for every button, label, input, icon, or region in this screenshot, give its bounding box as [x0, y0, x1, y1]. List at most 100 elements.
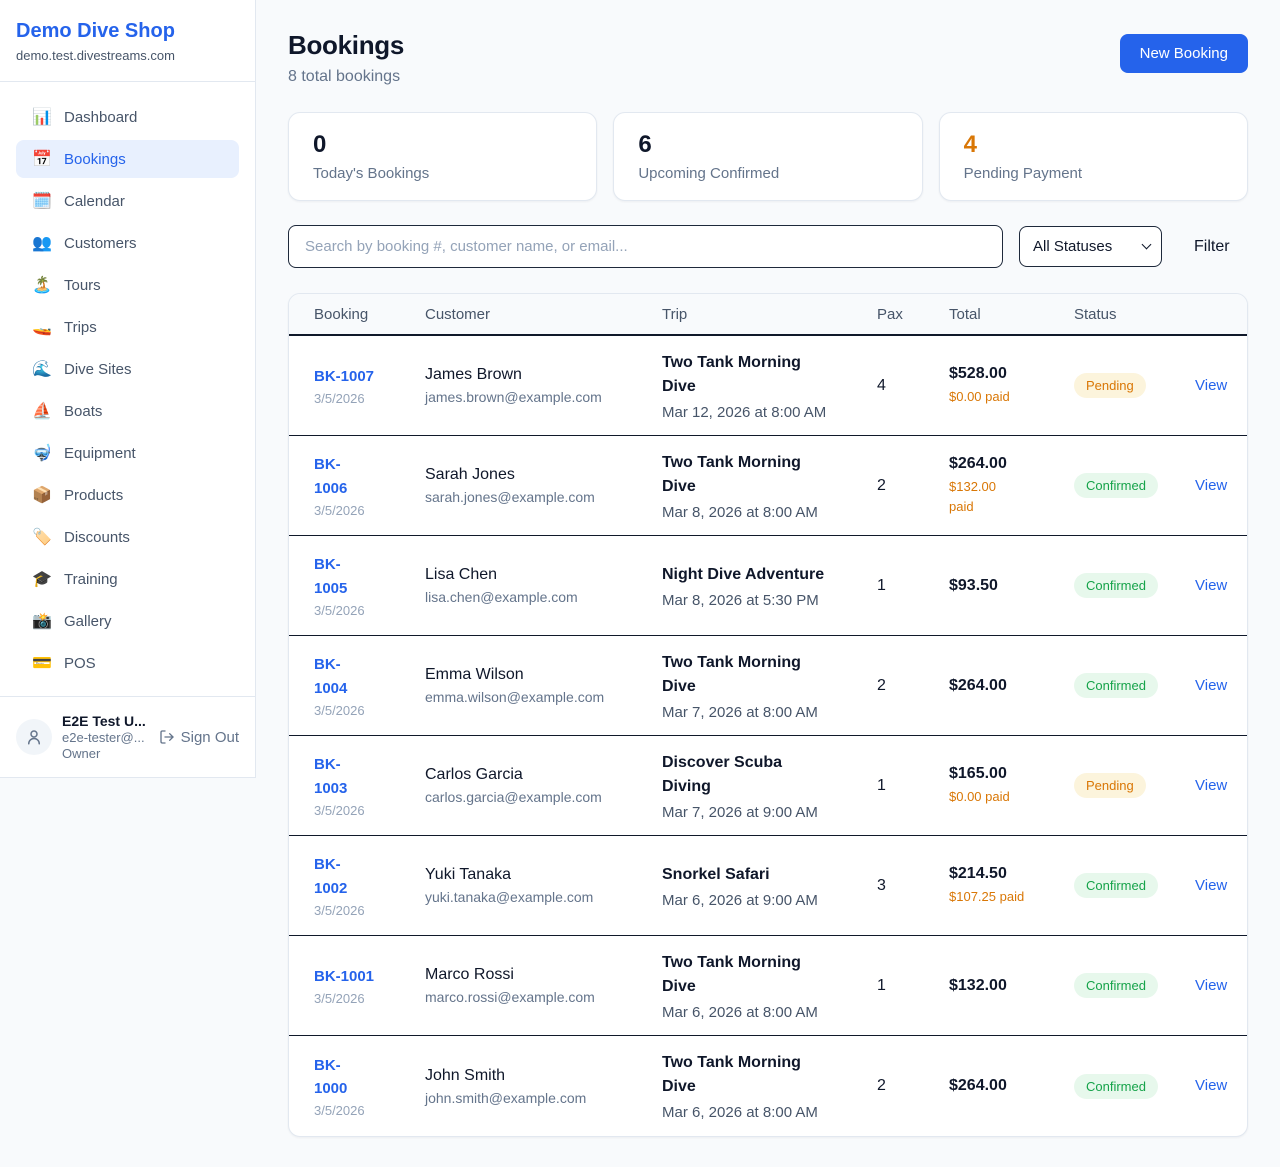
view-link[interactable]: View	[1195, 676, 1228, 694]
sidebar-item-discounts[interactable]: 🏷️ Discounts	[16, 518, 239, 556]
customer-email: carlos.garcia@example.com	[425, 789, 602, 805]
total-cell: $264.00	[949, 1077, 1074, 1095]
booking-cell: BK-1001 3/5/2026	[314, 965, 425, 1006]
customer-email: sarah.jones@example.com	[425, 489, 595, 505]
column-header-customer: Customer	[425, 305, 491, 323]
trip-datetime: Mar 6, 2026 at 8:00 AM	[662, 1003, 818, 1021]
sign-out-button[interactable]: Sign Out	[159, 729, 239, 746]
trip-cell: Two Tank Morning Dive Mar 6, 2026 at 8:0…	[662, 1051, 877, 1121]
pax-cell: 4	[877, 376, 886, 394]
view-link[interactable]: View	[1195, 476, 1228, 494]
table-row: BK- 1003 3/5/2026 Carlos Garcia carlos.ga…	[289, 736, 1247, 836]
new-booking-button[interactable]: New Booking	[1119, 34, 1248, 73]
customer-cell: Yuki Tanaka yuki.tanaka@example.com	[425, 866, 662, 905]
action-cell: View	[1195, 777, 1227, 795]
trip-datetime: Mar 6, 2026 at 8:00 AM	[662, 1104, 818, 1121]
sidebar-item-gallery[interactable]: 📸 Gallery	[16, 602, 239, 640]
brand-domain: demo.test.divestreams.com	[16, 48, 175, 63]
sidebar-item-customers[interactable]: 👥 Customers	[16, 224, 239, 262]
paid-amount: $107.25 paid	[949, 888, 1025, 904]
trip-datetime: Mar 6, 2026 at 9:00 AM	[662, 891, 818, 909]
trip-name: Two Tank Morning Dive	[662, 653, 801, 695]
brand-name: Demo Dive Shop	[16, 20, 175, 42]
trip-datetime: Mar 8, 2026 at 8:00 AM	[662, 503, 818, 521]
sidebar: Demo Dive Shop demo.test.divestreams.com…	[0, 0, 256, 778]
graduation-cap-icon: 🎓	[32, 571, 52, 588]
sidebar-item-label: Dashboard	[64, 108, 138, 126]
sign-out-icon	[159, 730, 174, 744]
customer-cell: Sarah Jones sarah.jones@example.com	[425, 466, 662, 505]
booking-id-link[interactable]: BK-1007	[314, 367, 375, 385]
booking-id-link[interactable]: BK- 1003	[314, 756, 348, 797]
booking-date: 3/5/2026	[314, 602, 365, 618]
customer-cell: John Smith john.smith@example.com	[425, 1067, 662, 1106]
camera-icon: 📸	[32, 613, 52, 630]
view-link[interactable]: View	[1195, 376, 1228, 394]
package-icon: 📦	[32, 487, 52, 504]
booking-id-link[interactable]: BK-1001	[314, 967, 375, 985]
stat-card: 4 Pending Payment	[938, 112, 1248, 201]
booking-id-link[interactable]: BK- 1005	[314, 556, 348, 597]
customer-cell: Emma Wilson emma.wilson@example.com	[425, 666, 662, 705]
booking-date: 3/5/2026	[314, 502, 365, 518]
page-title: Bookings	[288, 30, 405, 60]
customer-name: James Brown	[425, 366, 522, 383]
action-cell: View	[1195, 677, 1227, 695]
stats-row: 0 Today's Bookings 6 Upcoming Confirmed …	[288, 112, 1248, 201]
status-badge: Pending	[1074, 773, 1146, 798]
trip-cell: Two Tank Morning Dive Mar 12, 2026 at 8:…	[662, 351, 877, 421]
view-link[interactable]: View	[1195, 776, 1228, 794]
sidebar-item-label: Boats	[64, 402, 103, 420]
status-badge: Confirmed	[1074, 473, 1158, 498]
booking-date: 3/5/2026	[314, 802, 365, 818]
total-amount: $264.00	[949, 455, 1007, 472]
stat-label: Pending Payment	[963, 165, 1083, 182]
sidebar-item-label: Dive Sites	[64, 360, 132, 378]
status-cell: Confirmed	[1074, 873, 1195, 898]
user-block: E2E Test U... e2e-tester@... Owner Sign …	[0, 696, 255, 777]
sidebar-item-equipment[interactable]: 🤿 Equipment	[16, 434, 239, 472]
booking-id-link[interactable]: BK- 1000	[314, 1056, 348, 1097]
status-badge: Confirmed	[1074, 1073, 1158, 1099]
search-input[interactable]	[288, 225, 1003, 268]
status-filter-select[interactable]: All Statuses	[1019, 226, 1162, 267]
booking-id-link[interactable]: BK- 1002	[314, 856, 348, 897]
sidebar-item-dive-sites[interactable]: 🌊 Dive Sites	[16, 350, 239, 388]
sidebar-item-label: Customers	[64, 234, 137, 252]
view-link[interactable]: View	[1195, 576, 1228, 594]
sidebar-item-trips[interactable]: 🚤 Trips	[16, 308, 239, 346]
sidebar-item-calendar[interactable]: 🗓️ Calendar	[16, 182, 239, 220]
sidebar-item-dashboard[interactable]: 📊 Dashboard	[16, 98, 239, 136]
booking-cell: BK- 1002 3/5/2026	[314, 853, 425, 918]
trip-name: Two Tank Morning Dive	[662, 1054, 801, 1095]
table-row: BK- 1004 3/5/2026 Emma Wilson emma.wilson…	[289, 636, 1247, 736]
customer-email: lisa.chen@example.com	[425, 589, 578, 605]
status-badge: Confirmed	[1074, 873, 1158, 898]
view-link[interactable]: View	[1195, 1077, 1228, 1094]
sidebar-item-products[interactable]: 📦 Products	[16, 476, 239, 514]
sidebar-item-boats[interactable]: ⛵ Boats	[16, 392, 239, 430]
trip-datetime: Mar 8, 2026 at 5:30 PM	[662, 591, 819, 609]
trip-name: Snorkel Safari	[662, 865, 770, 883]
customer-cell: Marco Rossi marco.rossi@example.com	[425, 966, 662, 1005]
customer-cell: Lisa Chen lisa.chen@example.com	[425, 566, 662, 605]
sidebar-item-bookings[interactable]: 📅 Bookings	[16, 140, 239, 178]
view-link[interactable]: View	[1195, 876, 1228, 894]
island-icon: 🏝️	[32, 277, 52, 294]
stat-card: 0 Today's Bookings	[288, 112, 598, 201]
trip-cell: Snorkel Safari Mar 6, 2026 at 9:00 AM	[662, 863, 877, 909]
view-link[interactable]: View	[1195, 976, 1228, 994]
booking-id-link[interactable]: BK- 1006	[314, 456, 348, 497]
booking-cell: BK-1007 3/5/2026	[314, 365, 425, 406]
sidebar-item-pos[interactable]: 💳 POS	[16, 644, 239, 682]
sidebar-item-tours[interactable]: 🏝️ Tours	[16, 266, 239, 304]
filter-button[interactable]: Filter	[1194, 237, 1230, 255]
total-amount: $132.00	[949, 976, 1007, 994]
bar-chart-icon: 📊	[32, 109, 52, 126]
sidebar-item-label: Calendar	[64, 192, 125, 210]
sidebar-item-training[interactable]: 🎓 Training	[16, 560, 239, 598]
status-badge: Confirmed	[1074, 973, 1158, 998]
booking-cell: BK- 1003 3/5/2026	[314, 753, 425, 818]
booking-id-link[interactable]: BK- 1004	[314, 656, 348, 697]
sidebar-item-label: Products	[64, 486, 124, 504]
